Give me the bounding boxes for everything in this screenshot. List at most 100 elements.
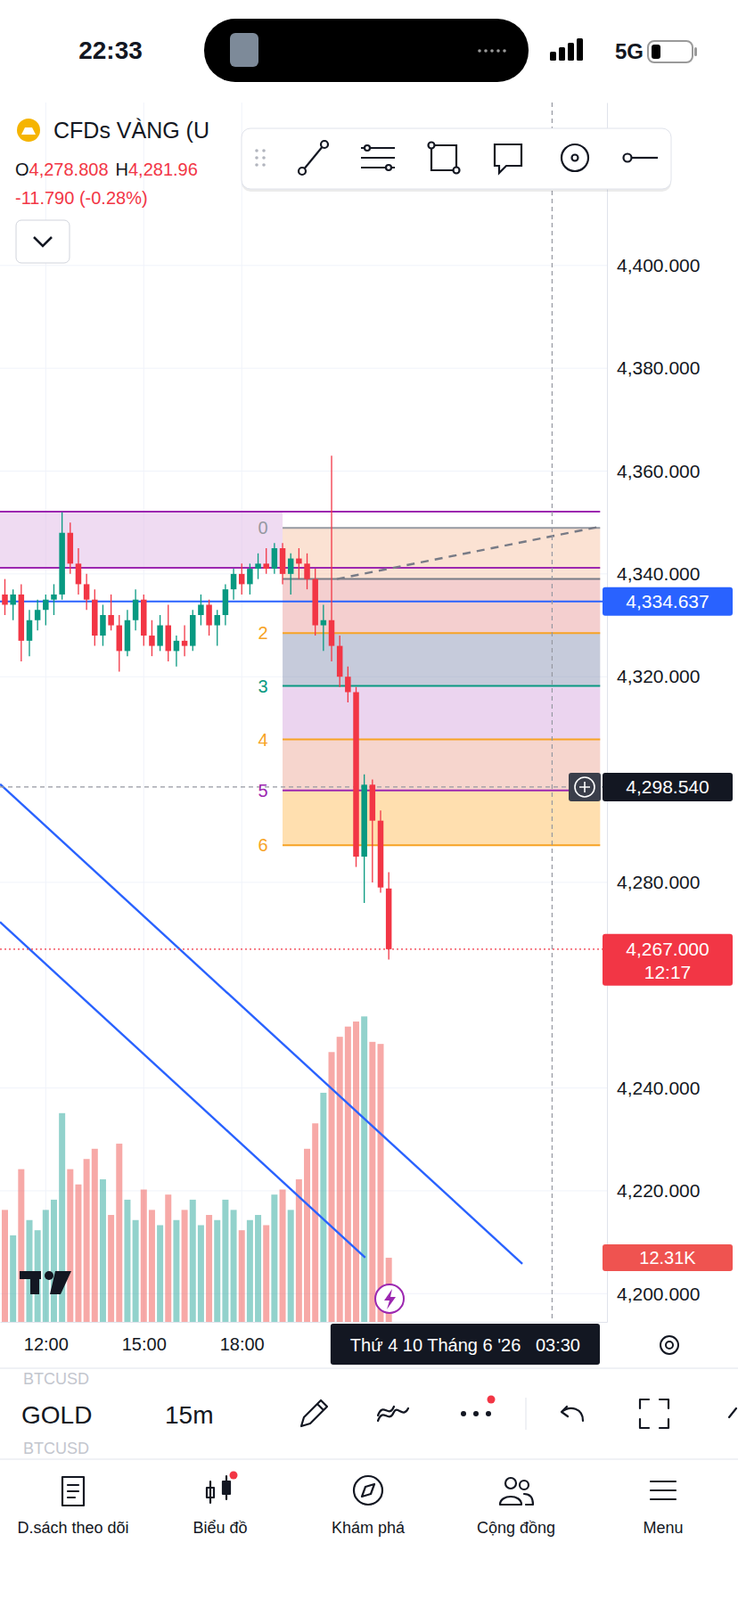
explore-icon[interactable]	[361, 1484, 375, 1497]
candle-body	[83, 583, 91, 599]
toolbar-interval[interactable]: 15m	[164, 1401, 214, 1429]
grid	[0, 102, 607, 1322]
volume-bar	[148, 1209, 156, 1322]
crosshair-add-button[interactable]	[568, 772, 601, 802]
fib-level	[282, 789, 600, 792]
candle-body	[213, 615, 221, 626]
crosshair-vertical	[551, 102, 553, 1322]
volume-bar	[74, 1184, 82, 1322]
circle-tool[interactable]	[572, 155, 579, 162]
more-dot[interactable]	[460, 1410, 467, 1417]
legend-toggle[interactable]	[16, 220, 70, 263]
trend-line-tool[interactable]	[298, 167, 306, 175]
price-label-box	[602, 934, 733, 986]
candle-body	[369, 784, 377, 820]
candle-wick	[322, 604, 324, 651]
clock: 22:33	[78, 36, 143, 65]
more-dot[interactable]	[473, 1410, 479, 1417]
toolbar-symbol[interactable]: GOLD	[21, 1401, 92, 1429]
circle-tool[interactable]	[561, 144, 589, 172]
volume-bar	[17, 1169, 25, 1322]
trend-line-tool[interactable]	[320, 140, 328, 148]
x-tick: 15:00	[122, 1321, 167, 1354]
volume-bar	[123, 1199, 131, 1322]
volume-bar	[205, 1214, 213, 1322]
dynamic-island	[204, 18, 529, 82]
pen-tool[interactable]	[301, 1400, 328, 1427]
community-icon[interactable]	[500, 1493, 533, 1505]
watchlist-icon[interactable]	[62, 1476, 84, 1506]
volume-bar	[254, 1214, 262, 1322]
candle-body	[132, 599, 140, 621]
volume-bar	[140, 1189, 148, 1322]
undo[interactable]	[561, 1406, 583, 1421]
volume-bar	[66, 1169, 74, 1322]
candle-body	[181, 640, 189, 647]
rectangle-tool[interactable]	[431, 145, 457, 171]
community-icon[interactable]	[505, 1477, 517, 1489]
candle-body	[311, 579, 319, 626]
volume-bar	[352, 1021, 360, 1322]
symbol-icon	[16, 118, 41, 142]
toolbar-grip	[254, 163, 259, 167]
nav-label[interactable]: Menu	[642, 1518, 683, 1537]
replay-icon[interactable]	[375, 1284, 404, 1313]
grid-line-y	[0, 1189, 607, 1191]
chart-icon-fill[interactable]	[222, 1481, 230, 1494]
explore-icon[interactable]	[353, 1476, 383, 1505]
nav-label[interactable]: Khám phá	[331, 1518, 406, 1537]
logo-part	[30, 1271, 40, 1295]
nav-label[interactable]: Cộng đồng	[476, 1518, 556, 1537]
settings-icon[interactable]	[660, 1336, 679, 1354]
y-tick: 4,340.000	[606, 563, 700, 584]
fullscreen[interactable]	[639, 1399, 669, 1428]
crosshair-time-label: Thứ 4 10 Tháng 6 '26 03:30	[350, 1335, 581, 1355]
parallel-tool[interactable]	[364, 145, 370, 151]
candle-body	[254, 563, 262, 569]
island-dot	[477, 49, 482, 53]
trend-line-tool[interactable]	[303, 145, 324, 171]
crosshair-add-icon[interactable]	[579, 781, 591, 793]
more-partial[interactable]	[729, 1408, 737, 1418]
header: CFDs VÀNG (UO4,278.808H4,281.96-11.790 (…	[15, 117, 210, 263]
ray-tool[interactable]	[631, 156, 658, 159]
candle-body	[91, 599, 99, 636]
battery-level	[651, 44, 661, 59]
volume-bar	[132, 1220, 140, 1322]
parallel-tool[interactable]	[385, 164, 392, 171]
zone-band	[0, 511, 283, 568]
candle-body	[344, 676, 352, 692]
candle-body	[328, 620, 336, 647]
note-tool[interactable]	[494, 144, 522, 173]
screen: 0234564,200.0004,220.0004,240.0004,280.0…	[0, 0, 738, 1600]
toolbar-grip	[254, 148, 259, 153]
island-dot	[496, 49, 501, 53]
y-tick-label: 4,280.000	[616, 871, 700, 893]
grid-line-x	[45, 102, 47, 1322]
nav-label[interactable]: Biểu đồ	[192, 1518, 247, 1537]
nav-label[interactable]: D.sách theo dõi	[16, 1518, 129, 1537]
replay-icon[interactable]	[384, 1288, 396, 1310]
volume-label: 12.31K	[639, 1247, 697, 1268]
volume-bar	[189, 1199, 197, 1322]
toolbar-grip	[262, 163, 266, 167]
chart-icon[interactable]	[206, 1476, 230, 1503]
volume-bar	[270, 1194, 278, 1322]
legend-toggle-chevron[interactable]	[33, 237, 52, 246]
indicators[interactable]	[377, 1406, 409, 1421]
rectangle-tool[interactable]	[428, 142, 435, 149]
more-dot[interactable]	[485, 1410, 492, 1417]
fib-level	[282, 685, 600, 688]
ray-tool[interactable]	[623, 154, 632, 163]
volume-bar	[181, 1209, 189, 1322]
crosshair-add-icon[interactable]	[574, 777, 595, 797]
community-icon[interactable]	[519, 1480, 529, 1490]
volume-bar	[213, 1220, 221, 1322]
volume-bar	[295, 1179, 303, 1322]
menu-icon[interactable]	[650, 1481, 676, 1500]
more-badge	[487, 1395, 496, 1404]
rectangle-tool[interactable]	[453, 167, 460, 174]
settings-icon[interactable]	[665, 1341, 673, 1349]
candle-wick	[265, 548, 267, 574]
candle-body	[320, 620, 328, 626]
